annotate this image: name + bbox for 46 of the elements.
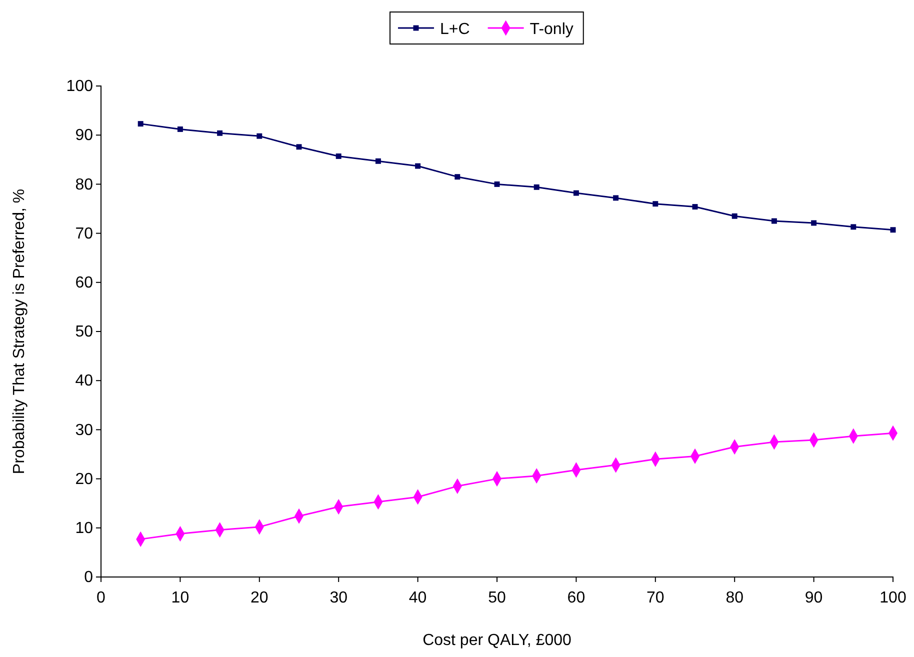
x-tick-label: 40 xyxy=(408,590,427,607)
point xyxy=(652,201,658,207)
y-tick-label: 80 xyxy=(75,176,94,194)
y-tick-label: 60 xyxy=(75,274,94,292)
point xyxy=(494,181,500,187)
x-tick-label: 0 xyxy=(96,590,106,607)
point xyxy=(771,218,777,224)
point xyxy=(415,163,421,169)
y-axis-title: Probability That Strategy is Preferred, % xyxy=(11,188,28,474)
y-tick-label: 0 xyxy=(84,569,94,586)
x-tick-label: 100 xyxy=(880,590,906,607)
point xyxy=(177,126,183,132)
point xyxy=(217,130,223,136)
x-tick-label: 90 xyxy=(804,590,823,607)
point xyxy=(336,153,342,159)
y-tick-label: 20 xyxy=(75,470,94,488)
x-tick-label: 70 xyxy=(646,590,664,607)
x-tick-label: 10 xyxy=(171,590,190,607)
x-tick-label: 50 xyxy=(488,590,506,607)
y-tick-label: 30 xyxy=(75,422,94,439)
point xyxy=(613,195,619,201)
x-tick-label: 80 xyxy=(726,590,744,607)
point xyxy=(454,174,460,180)
point xyxy=(811,220,817,226)
point xyxy=(138,121,144,127)
x-tick-label: 60 xyxy=(567,590,586,607)
x-tick-label: 30 xyxy=(330,590,348,607)
y-tick-label: 50 xyxy=(75,324,94,341)
point xyxy=(732,213,738,219)
point xyxy=(890,227,896,233)
legend-label: L+C xyxy=(440,21,470,38)
y-tick-label: 70 xyxy=(75,225,94,242)
point xyxy=(375,158,381,164)
y-tick-label: 10 xyxy=(75,520,94,538)
point xyxy=(296,144,302,150)
x-axis-title: Cost per QALY, £000 xyxy=(422,632,572,649)
point xyxy=(573,190,579,196)
point xyxy=(850,224,856,230)
legend-label: T-only xyxy=(530,21,574,38)
y-tick-label: 90 xyxy=(75,127,94,144)
x-tick-label: 20 xyxy=(250,590,268,607)
y-tick-label: 100 xyxy=(66,78,94,96)
y-tick-label: 40 xyxy=(75,372,94,390)
point xyxy=(534,184,540,190)
point xyxy=(256,133,262,139)
point xyxy=(692,204,698,210)
